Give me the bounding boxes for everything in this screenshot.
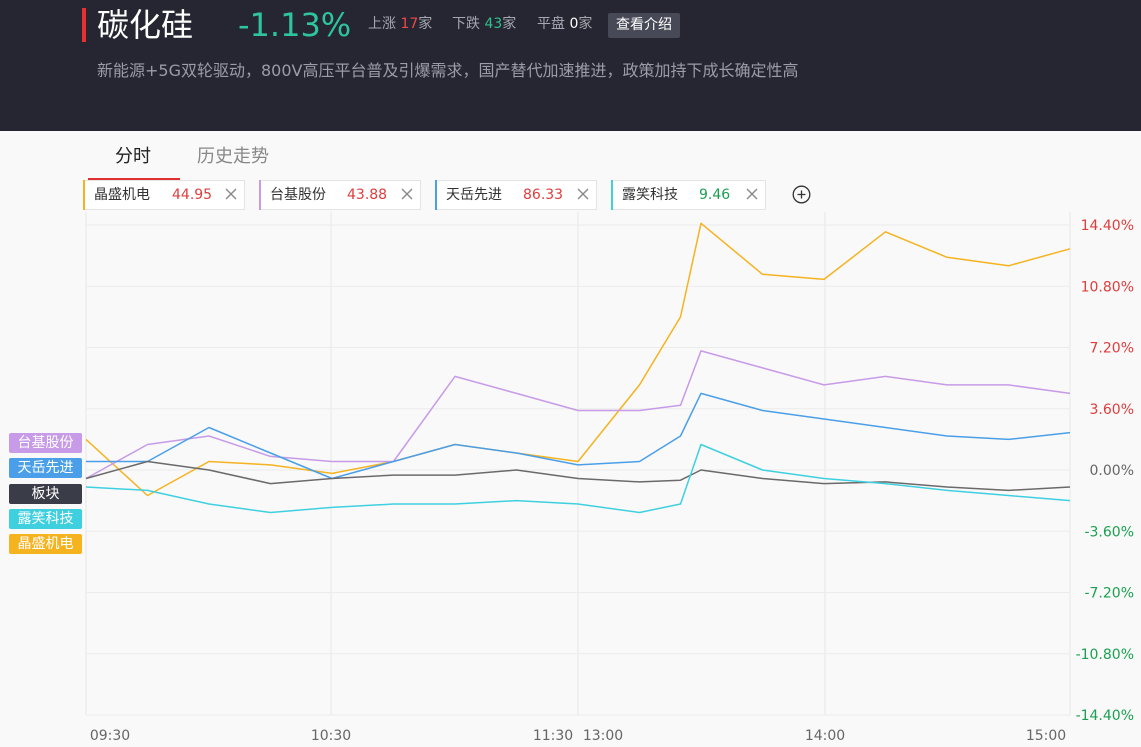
close-icon[interactable] <box>745 187 759 201</box>
y-tick-label: 7.20% <box>1090 341 1134 357</box>
series-line <box>85 222 1071 497</box>
legend-luxiao[interactable]: 露笑科技 <box>9 509 82 529</box>
up-count: 17 <box>400 16 419 32</box>
stock-tag-name: 晶盛机电 <box>94 187 150 203</box>
series-line <box>85 350 1071 480</box>
tab-intraday[interactable]: 分时 <box>115 146 151 167</box>
sector-description: 新能源+5G双轮驱动，800V高压平台普及引爆需求，国产替代加速推进，政策加持下… <box>97 61 799 80</box>
down-label: 下跌 <box>452 16 480 32</box>
y-tick-label: -14.40% <box>1076 708 1134 724</box>
stock-tag-taiji[interactable]: 台基股份 43.88 <box>259 180 421 210</box>
close-icon[interactable] <box>400 187 414 201</box>
y-tick-label: 10.80% <box>1081 279 1134 295</box>
x-tick-label: 09:30 <box>90 728 130 744</box>
stock-tag-color-bar <box>259 180 261 210</box>
legend-jingsheng[interactable]: 晶盛机电 <box>9 534 82 554</box>
flat-count-stat: 平盘 0家 <box>537 14 592 34</box>
header: 碳化硅 -1.13% 上涨 17家 下跌 43家 平盘 0家 查看介绍 新能源+… <box>0 0 1141 131</box>
y-tick-label: 3.60% <box>1090 402 1134 418</box>
y-tick-label: 14.40% <box>1081 218 1134 234</box>
close-icon[interactable] <box>576 187 590 201</box>
stock-tag-name: 露笑科技 <box>622 187 678 203</box>
x-tick-label: 10:30 <box>311 728 351 744</box>
stock-tag-price: 9.46 <box>699 187 731 203</box>
up-unit: 家 <box>418 16 433 32</box>
up-count-stat: 上涨 17家 <box>368 14 432 34</box>
stock-tag-price: 44.95 <box>172 187 213 203</box>
stock-tag-jingsheng[interactable]: 晶盛机电 44.95 <box>83 180 245 210</box>
sector-title: 碳化硅 <box>97 6 194 44</box>
legend-tianyue[interactable]: 天岳先进 <box>9 458 82 478</box>
legend-sector[interactable]: 板块 <box>9 484 82 504</box>
y-tick-label: -3.60% <box>1084 524 1134 540</box>
up-label: 上涨 <box>368 16 396 32</box>
stock-tag-name: 天岳先进 <box>446 187 502 203</box>
x-tick-label: 14:00 <box>805 728 845 744</box>
stock-tag-tianyue[interactable]: 天岳先进 86.33 <box>435 180 597 210</box>
y-tick-label: -7.20% <box>1084 586 1134 602</box>
y-tick-label: -10.80% <box>1076 647 1134 663</box>
y-tick-label: 0.00% <box>1090 463 1134 479</box>
flat-unit: 家 <box>578 16 593 32</box>
stock-tag-color-bar <box>611 180 613 210</box>
series-line <box>86 392 1071 480</box>
legend-taiji[interactable]: 台基股份 <box>9 433 82 453</box>
view-intro-button[interactable]: 查看介绍 <box>608 13 680 38</box>
stock-tag-color-bar <box>435 180 437 210</box>
tab-history[interactable]: 历史走势 <box>197 146 269 167</box>
stock-tag-luxiao[interactable]: 露笑科技 9.46 <box>611 180 766 210</box>
flat-label: 平盘 <box>537 16 565 32</box>
x-tick-label: 13:00 <box>583 728 623 744</box>
stock-tag-name: 台基股份 <box>270 187 326 203</box>
x-tick-label: 15:00 <box>1026 728 1066 744</box>
add-stock-icon[interactable] <box>792 185 811 204</box>
down-unit: 家 <box>502 16 517 32</box>
down-count: 43 <box>484 16 503 32</box>
title-accent-bar <box>82 8 86 42</box>
stock-tag-price: 43.88 <box>347 187 388 203</box>
stock-tag-price: 86.33 <box>523 187 564 203</box>
series-line <box>85 460 1071 492</box>
stock-tag-color-bar <box>83 180 85 210</box>
flat-count: 0 <box>569 16 579 32</box>
close-icon[interactable] <box>224 187 238 201</box>
series-line <box>85 443 1071 514</box>
x-tick-label: 11:30 <box>533 728 573 744</box>
down-count-stat: 下跌 43家 <box>452 14 516 34</box>
sector-change: -1.13% <box>238 6 352 44</box>
active-tab-underline <box>88 178 180 180</box>
